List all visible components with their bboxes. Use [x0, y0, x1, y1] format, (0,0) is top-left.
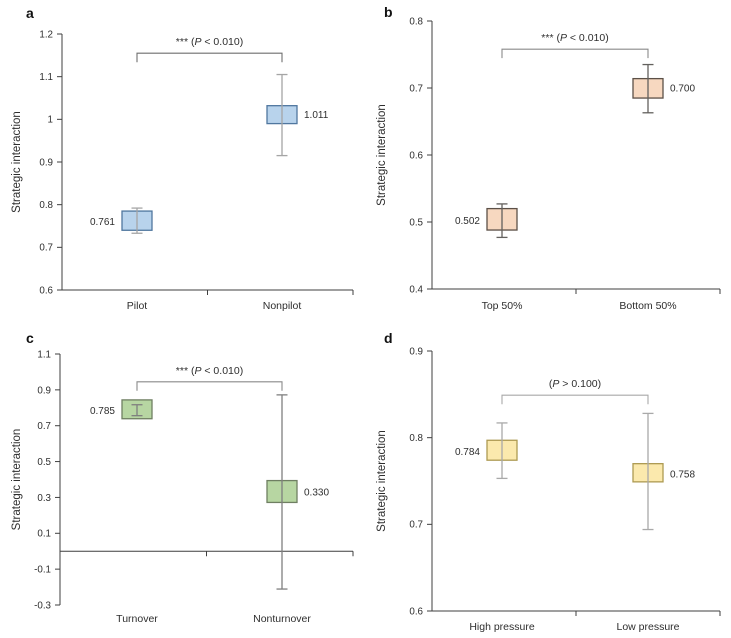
panel-d: d 0.6 0.7 0.8 0.9 Strategic interaction High …: [365, 319, 731, 638]
panel-d-value-label-high-pressure: 0.784: [455, 447, 480, 458]
panel-d-sig-bracket: [501, 394, 649, 405]
panel-b-value-label-top-50: 0.502: [455, 216, 480, 227]
panel-c-category-label-nonturnover: Nonturnover: [253, 613, 311, 625]
panel-d-y-axis-title: Strategic interaction: [376, 430, 388, 532]
panel-c-y-tick-label: 0.3: [37, 493, 51, 504]
panel-a-value-label-nonpilot: 1.011: [304, 110, 329, 121]
panel-a-y-tick-label: 1: [48, 115, 53, 126]
panel-a: a 0.6 0.7 0.8 0.9 1 1.1 1.2 Strategic interacti…: [0, 0, 366, 319]
panel-b-y-tick-label: 0.6: [409, 150, 423, 161]
panel-d-y-tick-label: 0.6: [409, 606, 423, 617]
panel-b-letter: b: [384, 4, 393, 20]
panel-b-category-label-top-50: Top 50%: [482, 300, 523, 312]
panel-c-sig-bracket: [136, 381, 283, 391]
panel-d-y-tick-label: 0.8: [409, 433, 423, 444]
panel-d-category-label-low-pressure: Low pressure: [616, 621, 679, 633]
panel-b-y-tick-label: 0.5: [409, 217, 423, 228]
panel-b-y-tick-label: 0.8: [409, 16, 423, 27]
panel-c-chart: -0.3 -0.1 0.1 0.3 0.5 0.7 0.9 1.1 Strategic inte…: [11, 349, 354, 625]
panel-a-y-tick-label: 1.1: [39, 72, 53, 83]
panel-a-y-tick-label: 0.9: [39, 157, 53, 168]
panel-a-letter: a: [26, 5, 34, 21]
panel-a-sig-bracket: [136, 52, 283, 63]
panel-b: b 0.4 0.5 0.6 0.7 0.8 Strategic interaction To…: [365, 0, 731, 319]
panel-c-y-tick-label: 0.5: [37, 457, 51, 468]
panel-c-y-tick-label: -0.3: [34, 600, 51, 611]
panel-d-chart: 0.6 0.7 0.8 0.9 Strategic interaction High pr…: [376, 346, 721, 633]
panel-b-sig-label: *** (P < 0.010): [541, 32, 608, 44]
panel-b-value-label-bottom-50: 0.700: [670, 84, 695, 95]
panel-a-chart: 0.6 0.7 0.8 0.9 1 1.1 1.2 Strategic interaction…: [11, 29, 354, 312]
panel-d-letter: d: [384, 330, 393, 346]
panel-c-y-tick-label: 1.1: [37, 349, 51, 360]
panel-a-y-tick-label: 0.6: [39, 285, 53, 296]
panel-c-y-tick-label: 0.1: [37, 529, 51, 540]
panel-d-y-tick-label: 0.9: [409, 346, 423, 357]
panel-b-y-tick-label: 0.4: [409, 284, 423, 295]
panel-a-category-label-nonpilot: Nonpilot: [263, 300, 302, 312]
panel-b-y-axis-title: Strategic interaction: [376, 104, 388, 206]
panel-c-category-label-turnover: Turnover: [116, 613, 158, 625]
panel-b-y-tick-label: 0.7: [409, 83, 423, 94]
panel-b-category-label-bottom-50: Bottom 50%: [619, 300, 676, 312]
panel-c-letter: c: [26, 330, 34, 346]
panel-c-y-tick-label: 0.9: [37, 385, 51, 396]
panel-a-y-tick-label: 1.2: [39, 29, 53, 40]
panel-d-sig-label: (P > 0.100): [549, 378, 601, 390]
panel-c-sig-label: *** (P < 0.010): [176, 365, 243, 377]
panel-c-value-label-turnover: 0.785: [90, 406, 115, 417]
panel-d-y-tick-label: 0.7: [409, 520, 423, 531]
panel-a-y-tick-label: 0.7: [39, 243, 53, 254]
panel-a-y-axis-title: Strategic interaction: [11, 111, 23, 213]
panel-a-sig-label: *** (P < 0.010): [176, 36, 243, 48]
panel-c-value-label-nonturnover: 0.330: [304, 488, 329, 499]
panel-a-y-tick-label: 0.8: [39, 200, 53, 211]
panel-d-value-label-low-pressure: 0.758: [670, 470, 695, 481]
panel-c: c -0.3 -0.1 0.1 0.3 0.5 0.7 0.9 1.1 Strategic in…: [0, 319, 366, 638]
panel-c-y-tick-label: 0.7: [37, 421, 51, 432]
panel-b-sig-bracket: [501, 48, 649, 59]
panel-a-value-label-pilot: 0.761: [90, 217, 115, 228]
panel-c-y-tick-label: -0.1: [34, 565, 51, 576]
panel-d-category-label-high-pressure: High pressure: [469, 621, 535, 633]
panel-c-y-axis-title: Strategic interaction: [11, 429, 23, 531]
panel-b-chart: 0.4 0.5 0.6 0.7 0.8 Strategic interaction Top …: [376, 16, 721, 312]
panel-a-category-label-pilot: Pilot: [127, 300, 148, 312]
